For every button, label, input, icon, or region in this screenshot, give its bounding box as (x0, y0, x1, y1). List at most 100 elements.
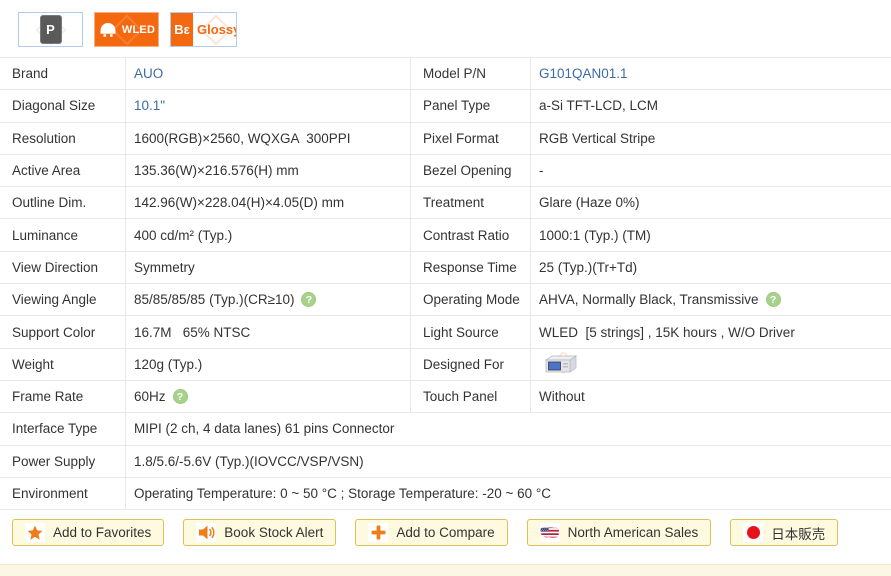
spec-value (530, 348, 891, 380)
spec-label: Pixel Format (410, 122, 530, 154)
industrial-device-icon (541, 352, 579, 376)
spec-label: Designed For (410, 348, 530, 380)
action-button-row: Add to Favorites Book Stock Alert Add to C… (12, 519, 839, 546)
spec-value-text: WLED [5 strings] , 15K hours , W/O Drive… (539, 324, 795, 340)
spec-label: Support Color (12, 324, 96, 340)
spec-value-text: 142.96(W)×228.04(H)×4.05(D) mm (134, 195, 345, 211)
spec-value-text: MIPI (2 ch, 4 data lanes) 61 pins Connec… (134, 421, 395, 437)
spec-table: Brand AUO Model P/N G101QAN01.1 Diagonal Siz… (0, 57, 891, 511)
spec-value-text: Glare (Haze 0%) (539, 195, 640, 211)
spec-label: Diagonal Size (12, 98, 96, 114)
spec-label: Bezel Opening (410, 154, 530, 187)
button-label: North American Sales (567, 525, 699, 540)
spec-value-text: - (539, 163, 544, 179)
spec-value-text: 1000:1 (Typ.) (TM) (539, 227, 651, 243)
spec-value: 1000:1 (Typ.) (TM) (530, 219, 891, 251)
spec-value: 60Hz? (125, 380, 410, 413)
spec-value: 1.8/5.6/-5.6V (Typ.)(IOVCC/VSP/VSN) (125, 445, 891, 477)
spec-value: 16.7M 65% NTSC (125, 316, 410, 348)
spec-value: 120g (Typ.) (125, 348, 410, 380)
star-icon (25, 523, 45, 542)
spec-value-text: 25 (Typ.)(Tr+Td) (539, 259, 638, 275)
spec-label: View Direction (12, 259, 99, 275)
spec-row: Luminance 400 cd/m² (Typ.) Contrast Ratio 1… (0, 219, 891, 252)
spec-label: Operating Mode (410, 284, 530, 316)
spec-label: Brand (12, 66, 49, 82)
spec-label: Weight (12, 356, 54, 372)
spec-value-text: Symmetry (134, 259, 195, 275)
help-icon[interactable]: ? (172, 389, 188, 405)
book-stock-alert-button[interactable]: Book Stock Alert (183, 519, 337, 546)
spec-value: Operating Temperature: 0 ~ 50 °C ; Stora… (125, 477, 891, 510)
spec-label: Treatment (410, 187, 530, 219)
spec-value: AHVA, Normally Black, Transmissive? (530, 284, 891, 316)
spec-value-link[interactable]: AUO (125, 58, 410, 90)
spec-value-text: 400 cd/m² (Typ.) (134, 227, 233, 243)
glossy-badge-label: Glossy (197, 22, 237, 37)
help-icon[interactable]: ? (301, 292, 317, 308)
spec-label: Panel Type (410, 90, 530, 122)
add-to-favorites-button[interactable]: Add to Favorites (12, 519, 165, 546)
product-thumbnail-badge[interactable]: P (18, 12, 83, 47)
spec-row: View Direction Symmetry Response Time 25 (T… (0, 251, 891, 285)
us-flag-icon (539, 523, 560, 542)
spec-value: Glare (Haze 0%) (530, 187, 891, 219)
spec-label: Interface Type (12, 421, 98, 437)
spec-row: Weight 120g (Typ.) Designed For (0, 348, 891, 381)
spec-value-text: 135.36(W)×216.576(H) mm (134, 163, 299, 179)
spec-value: 135.36(W)×216.576(H) mm (125, 154, 410, 187)
spec-label: Active Area (12, 163, 81, 179)
spec-row: Outline Dim. 142.96(W)×228.04(H)×4.05(D) … (0, 187, 891, 220)
spec-row: Power Supply 1.8/5.6/-5.6V (Typ.)(IOVCC/V… (0, 445, 891, 478)
north-american-sales-button[interactable]: North American Sales (526, 519, 712, 546)
spec-value-text: 16.7M 65% NTSC (134, 324, 251, 340)
spec-row: Viewing Angle 85/85/85/85 (Typ.)(CR≥10)? O… (0, 284, 891, 317)
spec-value-text: 1.8/5.6/-5.6V (Typ.)(IOVCC/VSP/VSN) (134, 453, 364, 469)
glossy-badge[interactable]: Bε Glossy (170, 12, 237, 47)
spec-value: 25 (Typ.)(Tr+Td) (530, 251, 891, 284)
spec-value-link[interactable]: 10.1" (125, 90, 410, 122)
spec-row: Active Area 135.36(W)×216.576(H) mm Bezel … (0, 154, 891, 188)
help-icon[interactable]: ? (765, 292, 781, 308)
spec-value-text: Operating Temperature: 0 ~ 50 °C ; Stora… (134, 486, 552, 501)
add-to-compare-button[interactable]: Add to Compare (355, 519, 508, 546)
spec-value: 142.96(W)×228.04(H)×4.05(D) mm (125, 187, 410, 219)
spec-value-text: Without (539, 389, 585, 405)
spec-row: Brand AUO Model P/N G101QAN01.1 (0, 58, 891, 91)
spec-value: - (530, 154, 891, 187)
spec-value: a-Si TFT-LCD, LCM (530, 90, 891, 122)
spec-value-text: AUO (134, 66, 164, 82)
button-label: Book Stock Alert (224, 525, 324, 540)
be-glyph-icon: Bε (171, 13, 193, 46)
spec-value: RGB Vertical Stripe (530, 122, 891, 154)
spec-value-text: RGB Vertical Stripe (539, 130, 656, 146)
spec-label: Environment (12, 486, 88, 501)
button-label: Add to Compare (396, 525, 495, 540)
spec-label: Light Source (410, 316, 530, 348)
spec-value-link[interactable]: G101QAN01.1 (530, 58, 891, 90)
spec-row: Diagonal Size 10.1" Panel Type a-Si TFT-LCD… (0, 90, 891, 123)
spec-label: Luminance (12, 227, 79, 243)
badge-row: P WLED Bε Glossy (18, 12, 237, 47)
bottom-bar (0, 564, 891, 576)
spec-row: Frame Rate 60Hz? Touch Panel Without (0, 380, 891, 414)
spec-label: Outline Dim. (12, 195, 87, 211)
led-lamp-icon (98, 21, 118, 38)
portrait-panel-icon: P (39, 15, 62, 44)
spec-value-text: 85/85/85/85 (Typ.)(CR≥10) (134, 292, 295, 308)
spec-value: 400 cd/m² (Typ.) (125, 219, 410, 251)
spec-value: 85/85/85/85 (Typ.)(CR≥10)? (125, 284, 410, 316)
wled-badge[interactable]: WLED (94, 12, 159, 47)
spec-label: Touch Panel (410, 380, 530, 413)
spec-label: Power Supply (12, 453, 96, 469)
spec-label: Frame Rate (12, 389, 84, 405)
spec-label: Resolution (12, 130, 76, 146)
button-label: Add to Favorites (53, 525, 152, 540)
spec-row: Resolution 1600(RGB)×2560, WQXGA 300PPI Pi… (0, 122, 891, 155)
spec-value-text: G101QAN01.1 (539, 66, 628, 82)
wled-badge-label: WLED (121, 23, 156, 36)
spec-value: 1600(RGB)×2560, WQXGA 300PPI (125, 122, 410, 154)
spec-row: Support Color 16.7M 65% NTSC Light Source W… (0, 316, 891, 349)
spec-value: WLED [5 strings] , 15K hours , W/O Drive… (530, 316, 891, 348)
japan-sales-button[interactable]: 日本販売 (730, 519, 839, 546)
